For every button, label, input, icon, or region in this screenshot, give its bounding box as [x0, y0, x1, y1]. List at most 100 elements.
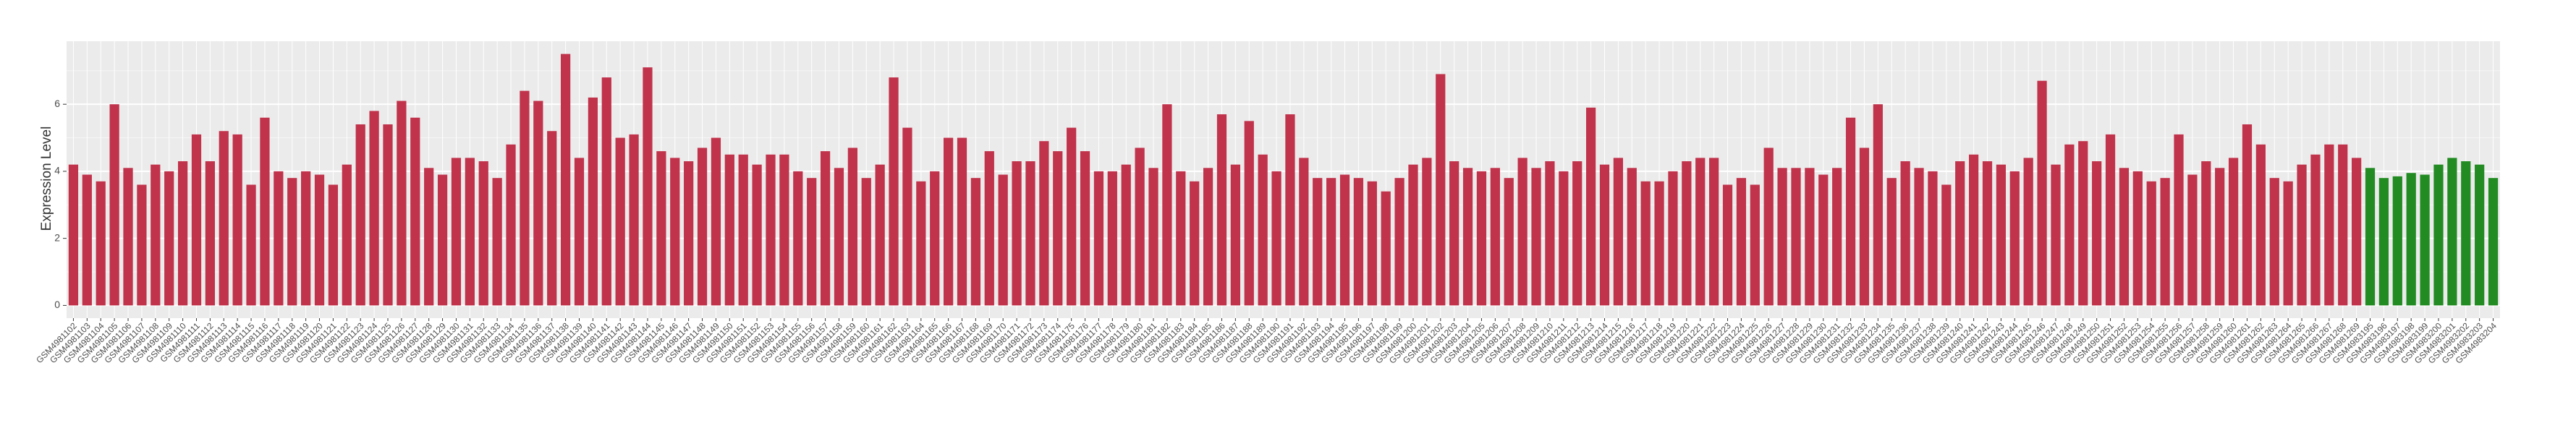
- bar: [1449, 161, 1459, 306]
- bar: [807, 178, 817, 306]
- bar: [1148, 168, 1158, 306]
- bar: [2338, 144, 2348, 306]
- bar: [2297, 164, 2307, 306]
- bar: [1832, 168, 1842, 306]
- bar: [1203, 168, 1213, 306]
- bar: [2283, 181, 2293, 306]
- bar: [328, 184, 339, 306]
- bar: [451, 158, 462, 306]
- bar: [916, 181, 926, 306]
- bar: [2447, 158, 2457, 306]
- bar: [1462, 168, 1473, 306]
- bar: [1941, 184, 1952, 306]
- bar: [1682, 161, 1692, 306]
- bar: [205, 161, 215, 306]
- bar: [369, 111, 379, 306]
- bar: [1121, 164, 1131, 306]
- bar: [998, 174, 1008, 306]
- bar: [547, 131, 557, 306]
- bar: [355, 124, 365, 306]
- bar: [424, 168, 434, 306]
- bar: [1955, 161, 1965, 306]
- bar: [574, 158, 585, 306]
- bar: [615, 137, 625, 306]
- bar: [1339, 174, 1350, 306]
- bar: [2392, 176, 2402, 306]
- bar: [1299, 158, 1309, 306]
- bar: [2420, 174, 2430, 306]
- bar: [1750, 184, 1760, 306]
- bar: [2475, 164, 2485, 306]
- bar: [656, 151, 666, 306]
- bar: [1216, 114, 1227, 306]
- bar: [2228, 158, 2239, 306]
- bar: [1422, 158, 1432, 306]
- bar: [588, 97, 598, 306]
- bar: [1490, 168, 1500, 306]
- bar: [137, 184, 147, 306]
- bar: [1285, 114, 1295, 306]
- bar: [1244, 121, 1254, 306]
- bar: [820, 151, 831, 306]
- bar: [2378, 178, 2389, 306]
- bar: [219, 131, 229, 306]
- bar: [2160, 178, 2170, 306]
- bar: [2433, 164, 2444, 306]
- bar: [1012, 161, 1022, 306]
- bar: [383, 124, 393, 306]
- bar: [1668, 171, 1678, 306]
- bar: [1873, 104, 1883, 306]
- bar: [1805, 168, 1815, 306]
- bar: [711, 137, 721, 306]
- bar: [506, 144, 516, 306]
- bar: [643, 67, 653, 306]
- bar: [1695, 158, 1706, 306]
- bar: [1162, 104, 1172, 306]
- bar: [2174, 134, 2184, 306]
- bar: [2037, 80, 2047, 306]
- bar: [164, 171, 174, 306]
- bar: [1777, 168, 1787, 306]
- bar: [314, 174, 325, 306]
- bar: [1381, 191, 1391, 306]
- bar: [68, 164, 79, 306]
- bar: [2119, 168, 2130, 306]
- bar: [2324, 144, 2334, 306]
- bar: [793, 171, 803, 306]
- bar: [2187, 174, 2198, 306]
- bar: [560, 54, 571, 306]
- bar: [2023, 158, 2033, 306]
- bar: [1353, 178, 1364, 306]
- bar: [1408, 164, 1418, 306]
- bar: [1559, 171, 1569, 306]
- bar: [984, 151, 994, 306]
- y-tick-label: 0: [54, 299, 60, 310]
- bar: [1900, 161, 1910, 306]
- bar: [2242, 124, 2253, 306]
- bar: [2255, 144, 2266, 306]
- bar: [2105, 134, 2116, 306]
- bar: [520, 90, 530, 306]
- bar: [1791, 168, 1801, 306]
- bar: [2352, 158, 2362, 306]
- bar: [2269, 178, 2279, 306]
- bar: [191, 134, 202, 306]
- bar: [2406, 173, 2416, 306]
- bar: [889, 77, 899, 306]
- bar: [738, 154, 748, 306]
- bar: [779, 154, 789, 306]
- bar: [1271, 171, 1281, 306]
- bar: [1859, 148, 1870, 306]
- bar: [301, 171, 311, 306]
- bar: [1504, 178, 1514, 306]
- bar: [492, 178, 502, 306]
- bar: [478, 161, 488, 306]
- bar: [2310, 154, 2321, 306]
- bar: [1709, 158, 1719, 306]
- bar: [1928, 171, 1938, 306]
- bar: [1135, 148, 1145, 306]
- bar: [1818, 174, 1829, 306]
- bar: [2146, 181, 2156, 306]
- bar: [2132, 171, 2143, 306]
- bar: [1572, 161, 1583, 306]
